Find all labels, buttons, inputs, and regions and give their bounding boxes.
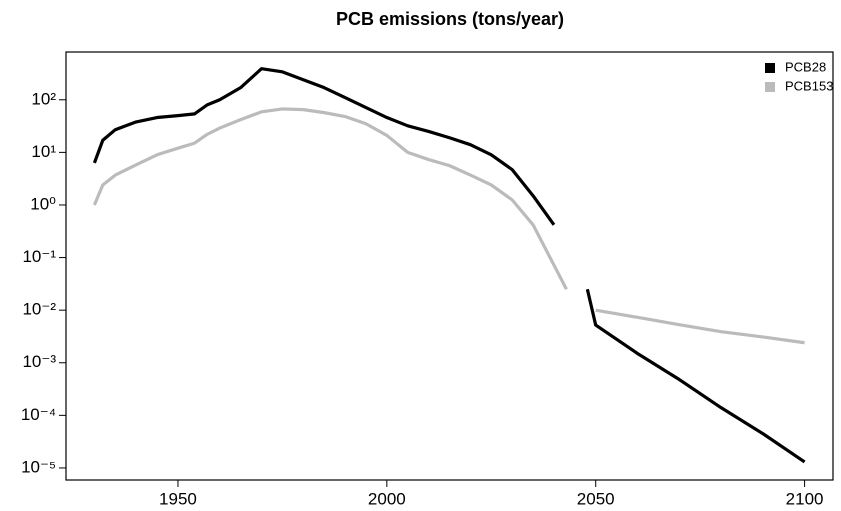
chart-title: PCB emissions (tons/year) bbox=[336, 9, 564, 29]
y-tick-label: 10⁻³ bbox=[22, 352, 56, 371]
x-tick-label: 2050 bbox=[577, 489, 615, 508]
series-line bbox=[92, 67, 806, 464]
x-tick-label: 2100 bbox=[786, 489, 824, 508]
y-tick-label: 10⁻⁵ bbox=[21, 457, 56, 476]
legend-swatch bbox=[765, 63, 775, 73]
legend-label: PCB153 bbox=[785, 78, 833, 93]
x-tick-label: 2000 bbox=[368, 489, 406, 508]
y-tick-label: 10⁰ bbox=[30, 194, 56, 213]
x-tick-label: 1950 bbox=[159, 489, 197, 508]
legend-label: PCB28 bbox=[785, 59, 826, 74]
legend-swatch bbox=[765, 82, 775, 92]
y-tick-label: 10⁻⁴ bbox=[21, 405, 56, 424]
y-tick-label: 10¹ bbox=[31, 142, 56, 161]
y-tick-label: 10⁻¹ bbox=[22, 247, 56, 266]
plot-box bbox=[65, 51, 834, 481]
series-line bbox=[92, 107, 805, 345]
y-tick-label: 10² bbox=[31, 89, 56, 108]
y-tick-label: 10⁻² bbox=[22, 300, 56, 319]
